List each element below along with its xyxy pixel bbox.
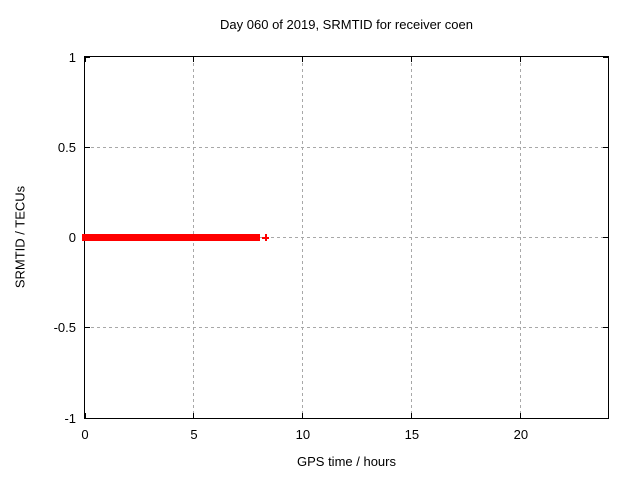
grid-line-horizontal (85, 327, 608, 329)
y-tick-mark-right (603, 146, 608, 148)
y-tick-label: 0.5 (57, 139, 76, 155)
y-tick-mark-right (603, 56, 608, 58)
y-tick-label: -0.5 (53, 320, 76, 336)
y-tick-label: -1 (64, 410, 76, 426)
data-run (81, 234, 261, 241)
grid-line-horizontal (85, 146, 608, 148)
x-tick-mark-top (302, 57, 304, 62)
y-tick-mark-left (85, 146, 90, 148)
y-tick-label: 0 (68, 230, 76, 245)
x-tick-mark-top (520, 57, 522, 62)
y-tick-mark-left (85, 327, 90, 329)
x-tick-mark-top (193, 57, 195, 62)
plot-area (81, 56, 609, 419)
x-tick-mark-top (84, 57, 86, 62)
y-tick-mark-right (603, 327, 608, 329)
x-tick-label: 15 (404, 427, 420, 442)
x-tick-mark-bottom (411, 413, 413, 418)
y-tick-mark-left (85, 417, 90, 419)
x-axis-label: GPS time / hours (297, 454, 396, 469)
x-tick-label: 20 (513, 427, 529, 442)
x-tick-mark-top (411, 57, 413, 62)
y-tick-mark-right (603, 237, 608, 238)
y-tick-mark-left (85, 56, 90, 58)
data-point-marker (262, 234, 270, 241)
y-tick-mark-right (603, 417, 608, 419)
y-tick-label: 1 (68, 49, 76, 65)
chart-title: Day 060 of 2019, SRMTID for receiver coe… (220, 17, 473, 32)
x-tick-mark-bottom (302, 413, 304, 418)
x-tick-label: 5 (190, 427, 198, 442)
x-tick-label: 0 (81, 427, 89, 442)
grid-line-horizontal (85, 237, 608, 238)
x-tick-mark-bottom (84, 413, 86, 418)
x-tick-mark-bottom (520, 413, 522, 418)
x-tick-mark-bottom (193, 413, 195, 418)
x-tick-label: 10 (295, 427, 311, 442)
